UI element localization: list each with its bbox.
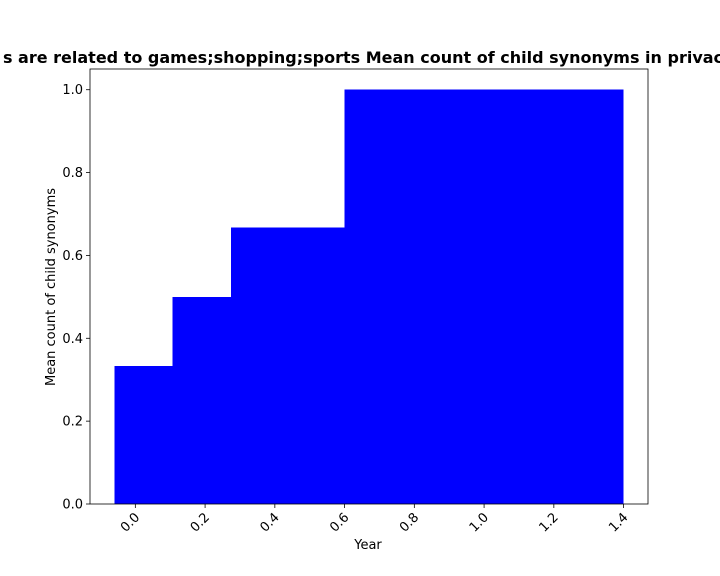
x-tick-label: 0.2: [188, 510, 213, 535]
plot-frame: [89, 68, 649, 505]
bars-group: [114, 89, 624, 504]
y-tick-label: 0.2: [62, 415, 83, 430]
y-axis-ticks: 0.0 0.2 0.4 0.6 0.8 1.0: [62, 83, 90, 513]
x-tick-label: 1.4: [606, 510, 631, 535]
x-tick-label: 0.6: [327, 510, 352, 535]
x-tick-label: 1.0: [467, 510, 492, 535]
x-tick-label: 0.0: [118, 510, 143, 535]
y-tick-label: 0.0: [62, 498, 83, 513]
y-tick-label: 0.4: [62, 332, 83, 347]
y-tick-label: 0.6: [62, 249, 83, 264]
x-axis-ticks: 0.0 0.2 0.4 0.6 0.8 1.0 1.2 1.4: [118, 504, 631, 535]
bar-3: [344, 89, 624, 504]
y-axis-label: Mean count of child synonyms: [44, 188, 59, 386]
x-tick-label: 0.4: [257, 510, 282, 535]
x-tick-label: 0.8: [397, 510, 422, 535]
bar-1: [172, 296, 231, 504]
y-tick-label: 0.8: [62, 166, 83, 181]
x-tick-label: 1.2: [536, 510, 561, 535]
y-tick-label: 1.0: [62, 83, 83, 98]
x-axis-label: Year: [353, 538, 382, 553]
bar-2: [230, 227, 345, 504]
bar-0: [114, 366, 173, 504]
chart-title: s are related to games;shopping;sports M…: [3, 48, 720, 67]
